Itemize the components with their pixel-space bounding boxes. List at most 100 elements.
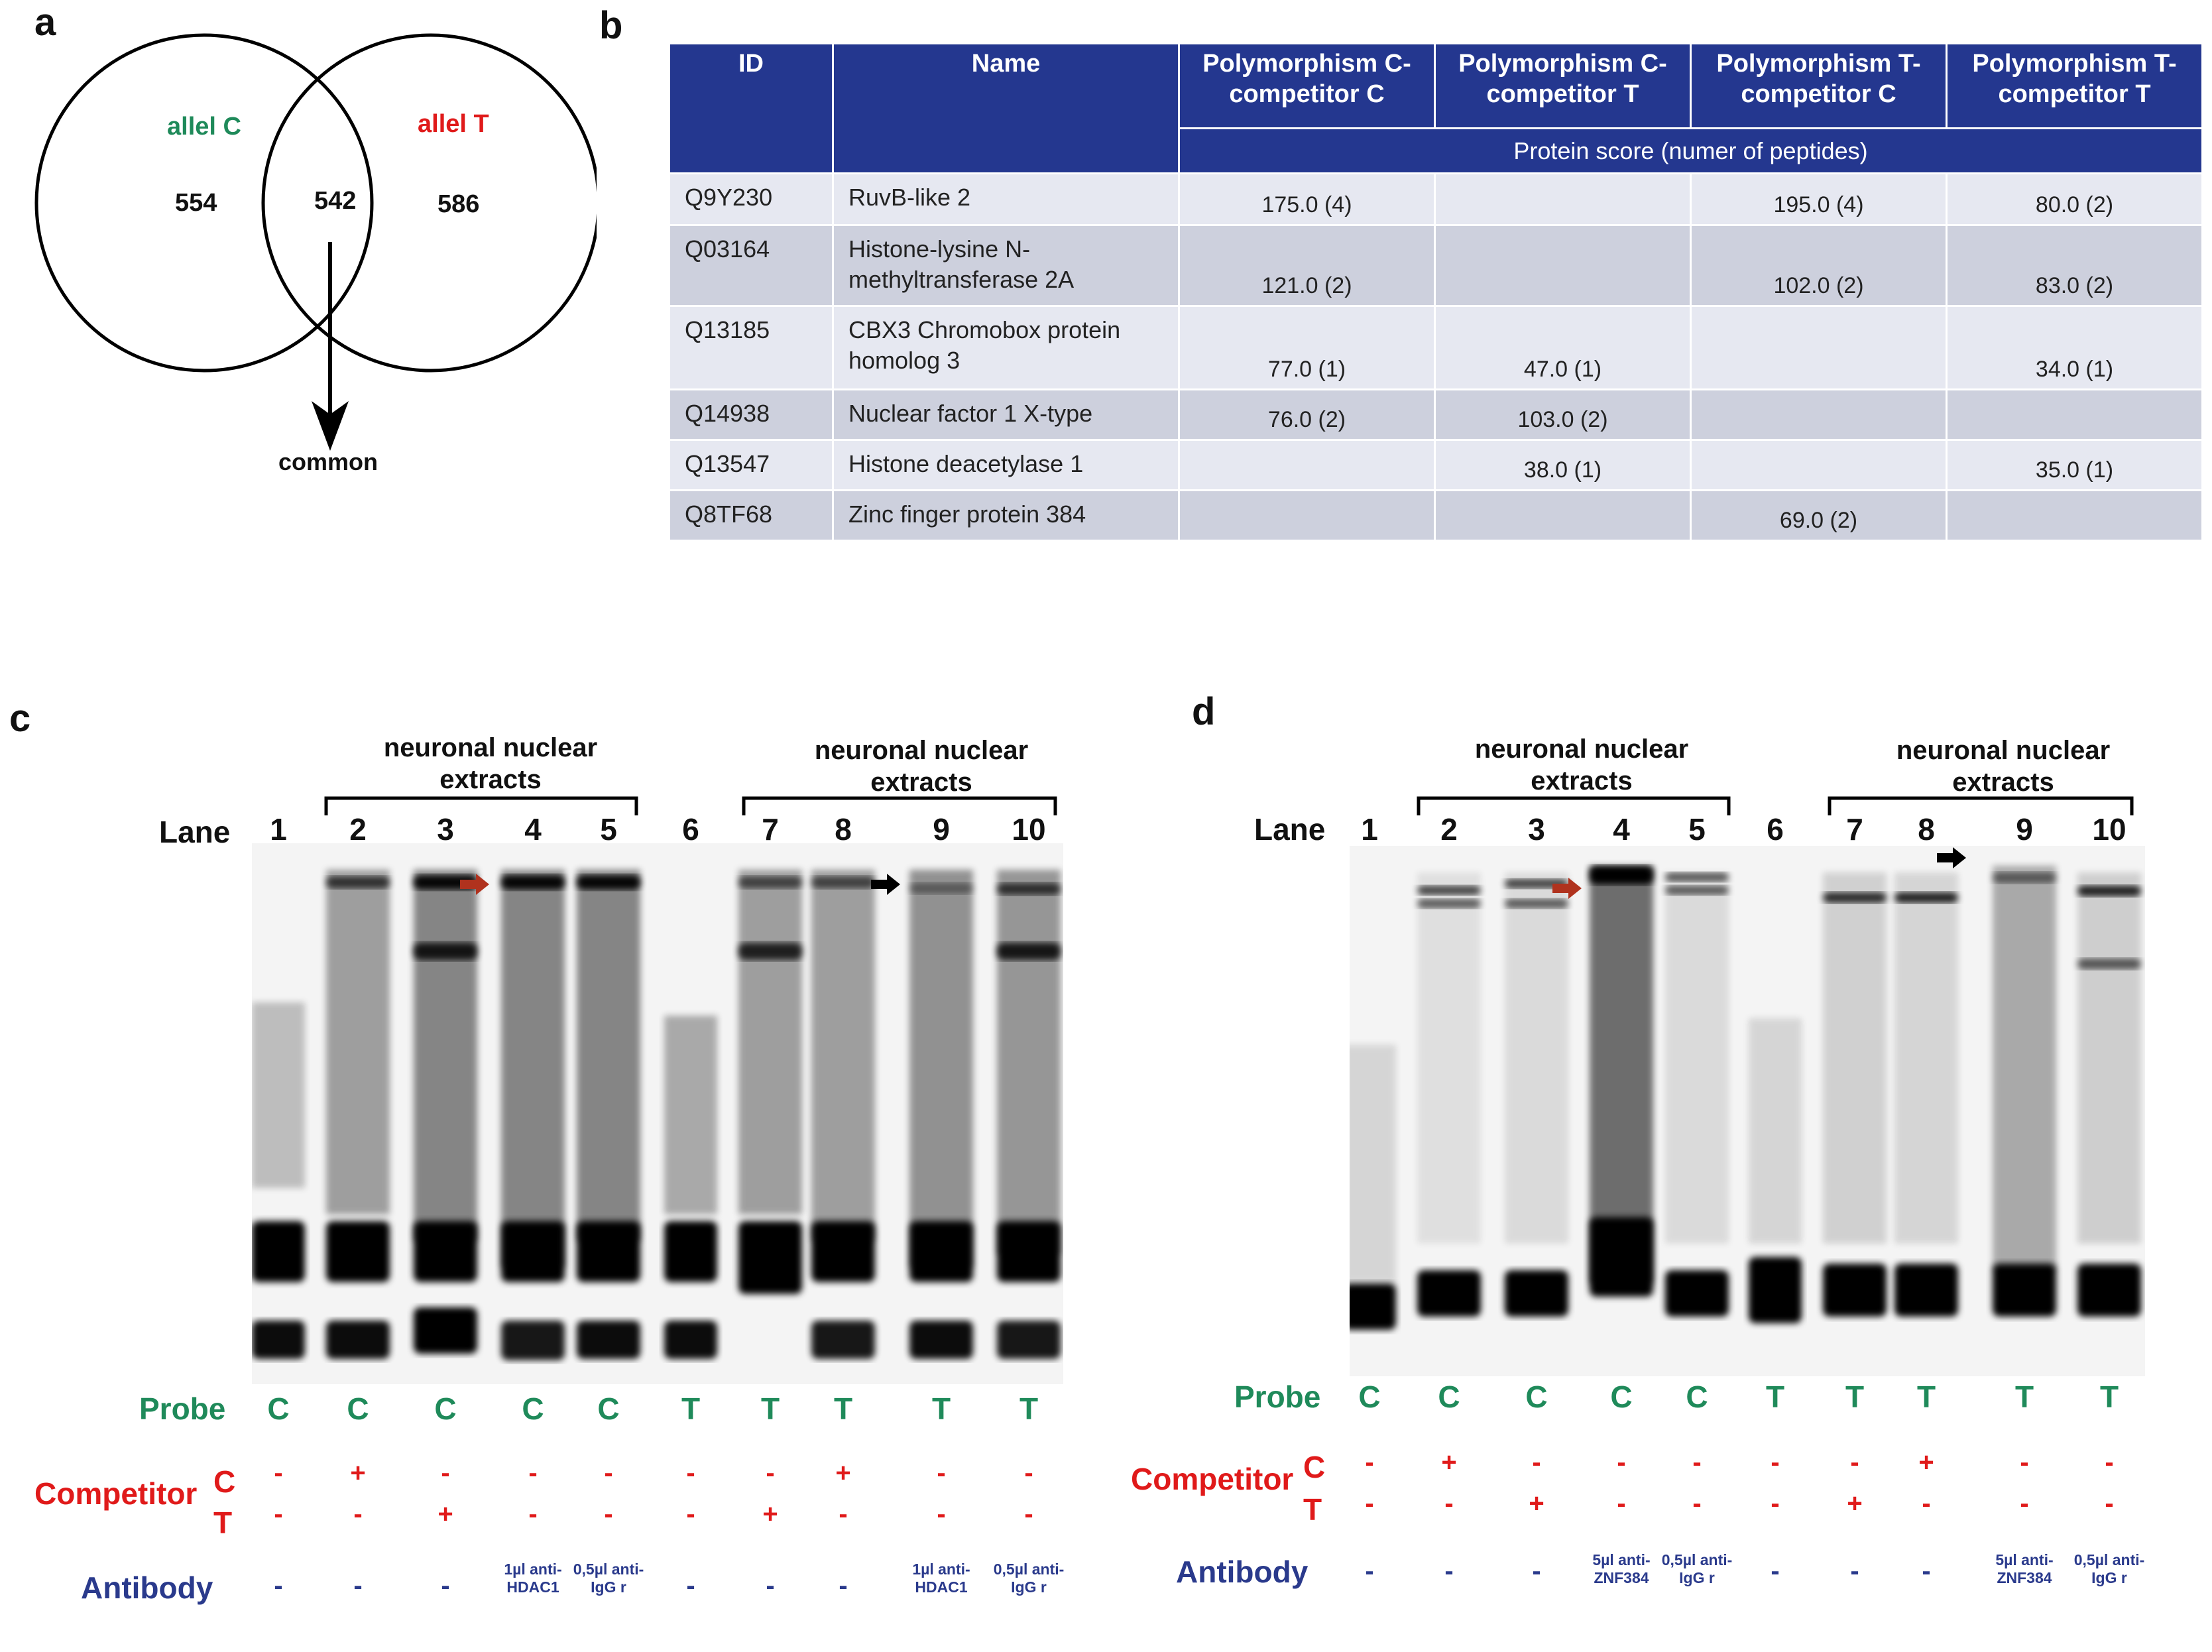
competitor-t-value: -: [1024, 1500, 1033, 1529]
supershift-arrow-black: [871, 874, 900, 895]
competitor-t-value: -: [1365, 1489, 1374, 1518]
gel-smear: [1993, 866, 2056, 1270]
common-arrow-head: [312, 401, 349, 451]
gel-d-antibody-label: Antibody: [1176, 1555, 1309, 1589]
table-row: Q14938 Nuclear factor 1 X-type 76.0 (2) …: [668, 388, 2203, 441]
antibody-value: 0,5µl anti-IgG r: [573, 1561, 644, 1596]
gel-band: [997, 1221, 1061, 1282]
competitor-t-value: -: [1692, 1489, 1702, 1518]
probe-value: C: [1525, 1380, 1548, 1414]
gel-band: [1823, 1264, 1887, 1317]
competitor-t-value: -: [686, 1500, 695, 1529]
gel-band: [2077, 959, 2141, 969]
antibody-value: -: [766, 1571, 775, 1600]
gel-band: [1350, 1283, 1396, 1330]
gel-smear: [501, 870, 565, 1268]
gel-band: [577, 1321, 640, 1359]
lane-number: 5: [1688, 812, 1706, 847]
table-row: Q03164 Histone-lysine N-methyltransferas…: [668, 224, 2203, 307]
gel-band: [252, 1321, 305, 1359]
venn-diagram: [34, 33, 597, 451]
gel-band: [1993, 872, 2056, 883]
antibody-value: -: [1532, 1557, 1541, 1586]
lane-number: 2: [1440, 812, 1458, 847]
cell-tc: [1690, 388, 1948, 441]
cell-cc: 76.0 (2): [1178, 388, 1436, 441]
cell-tc: 195.0 (4): [1690, 172, 1948, 226]
cell-id: Q13547: [668, 439, 834, 491]
panel-a-letter: a: [34, 1, 56, 44]
col-header-cc: Polymorphism C-competitor C: [1178, 42, 1436, 129]
table-row: Q9Y230 RuvB-like 2 175.0 (4) 195.0 (4) 8…: [668, 172, 2203, 226]
lane-number: 7: [1846, 812, 1863, 847]
competitor-c-value: -: [274, 1458, 283, 1488]
gel-band: [738, 943, 802, 960]
gel-band: [1505, 899, 1568, 908]
competitor-c-value: -: [2105, 1448, 2114, 1477]
venn-circle-allel-t: [261, 33, 597, 373]
cell-cc: [1178, 489, 1436, 542]
lane-number: 8: [835, 812, 852, 847]
competitor-t-value: +: [1529, 1489, 1544, 1518]
probe-value: C: [597, 1391, 620, 1426]
lane-number: 10: [2092, 812, 2126, 847]
gel-c-comp-t-label: T: [213, 1505, 233, 1540]
probe-value: C: [434, 1391, 457, 1426]
competitor-c-value: +: [835, 1458, 851, 1488]
gel-d-bands: [1350, 847, 2141, 1330]
antibody-value: 5µl anti-ZNF384: [1995, 1551, 2054, 1586]
gel-band: [1417, 1270, 1481, 1317]
venn-count-right: 586: [437, 190, 480, 218]
cell-ct: [1434, 172, 1692, 226]
gel-smear: [2077, 872, 2141, 1244]
gel-d-lane-label: Lane: [1254, 812, 1326, 847]
probe-value: T: [1019, 1391, 1039, 1426]
antibody-value: 1µl anti-HDAC1: [912, 1561, 970, 1596]
gel-d-header-left: neuronal nuclear extracts: [1474, 735, 1689, 796]
cell-cc: [1178, 439, 1436, 491]
cell-tt: 80.0 (2): [1946, 172, 2203, 226]
lane-number: 9: [2016, 812, 2033, 847]
gel-smear: [1823, 872, 1887, 1244]
cell-id: Q14938: [668, 388, 834, 441]
gel-band: [1665, 1270, 1729, 1317]
supershift-arrow-black: [1937, 847, 1966, 868]
cell-name: Zinc finger protein 384: [832, 489, 1180, 542]
probe-value: C: [347, 1391, 369, 1426]
gel-band: [1665, 872, 1729, 882]
cell-ct: 38.0 (1): [1434, 439, 1692, 491]
competitor-t-value: -: [937, 1500, 946, 1529]
gel-band: [1823, 892, 1887, 903]
gel-d-probe-label: Probe: [1234, 1380, 1321, 1414]
probe-value: T: [681, 1391, 701, 1426]
competitor-c-value: -: [1617, 1448, 1626, 1477]
gel-d-competitor-label: Competitor: [1131, 1462, 1294, 1496]
lane-number: 2: [349, 812, 367, 847]
competitor-t-value: -: [839, 1500, 848, 1529]
gel-band: [1993, 1264, 2056, 1317]
competitor-t-value: -: [2105, 1489, 2114, 1518]
col-header-name: Name: [832, 42, 1180, 174]
cell-id: Q13185: [668, 305, 834, 390]
gel-band: [326, 1221, 390, 1282]
cell-name: Histone deacetylase 1: [832, 439, 1180, 491]
gel-smear: [1350, 1045, 1396, 1283]
gel-band: [577, 1221, 640, 1282]
gel-band: [811, 1321, 875, 1359]
gel-band: [2077, 886, 2141, 896]
probe-value: T: [833, 1391, 853, 1426]
gel-d-image: [1350, 846, 2145, 1376]
competitor-c-value: -: [937, 1458, 946, 1488]
col-header-tt: Polymorphism T-competitor T: [1946, 42, 2203, 129]
col-header-id: ID: [668, 42, 834, 174]
gel-band: [1417, 886, 1481, 895]
venn-count-common: 542: [314, 187, 357, 215]
competitor-t-value: -: [1922, 1489, 1931, 1518]
gel-c-antibody-label: Antibody: [81, 1570, 213, 1605]
competitor-c-value: +: [1918, 1448, 1934, 1477]
gel-band: [909, 1321, 973, 1359]
gel-band: [811, 876, 875, 888]
competitor-t-value: +: [437, 1500, 453, 1529]
gel-smear: [997, 870, 1061, 1254]
lane-number: 3: [1528, 812, 1545, 847]
